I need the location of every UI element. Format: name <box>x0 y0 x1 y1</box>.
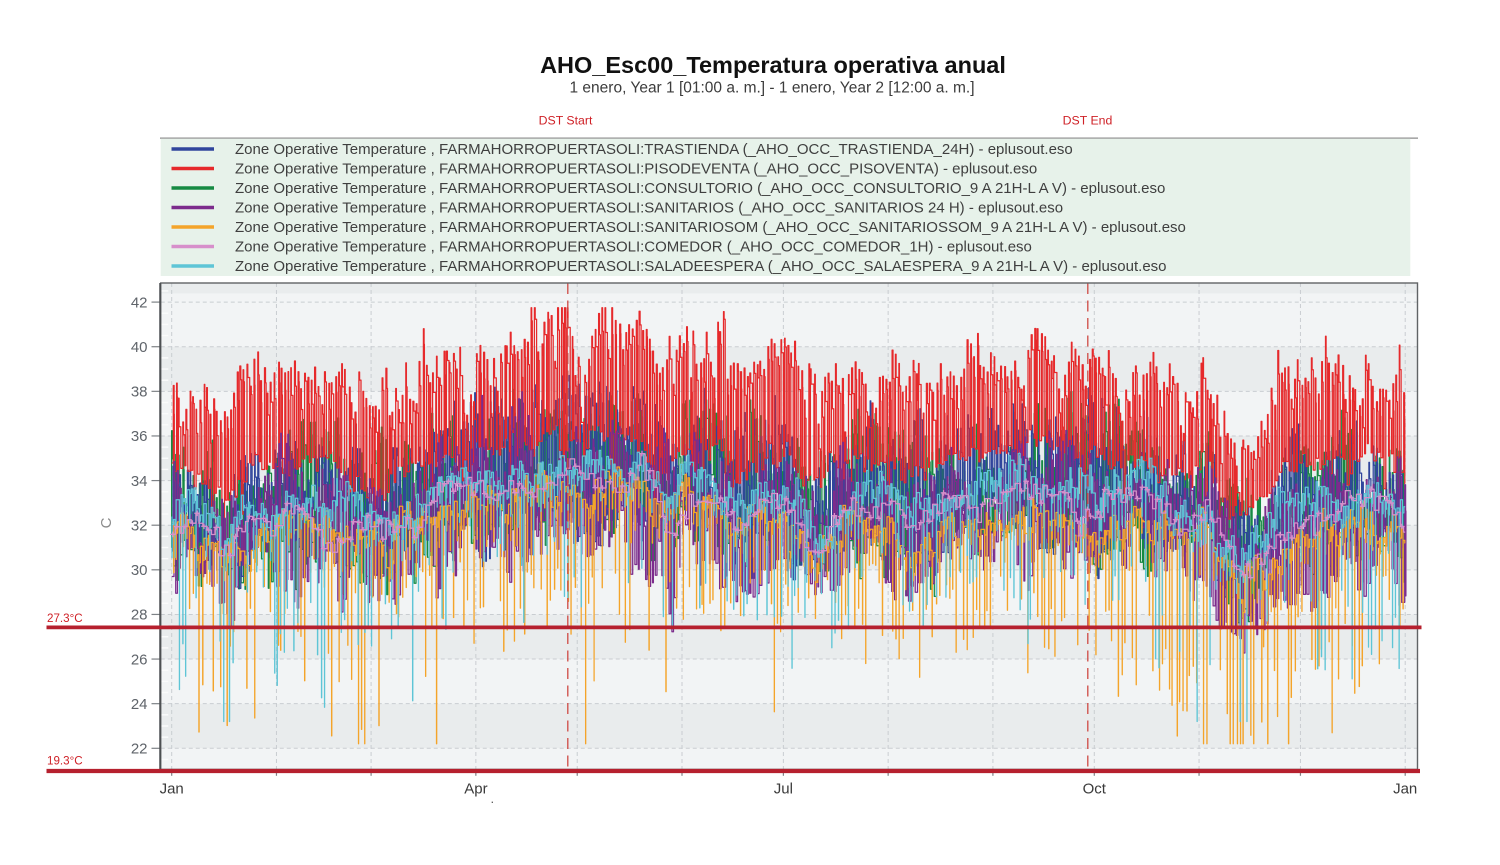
svg-text:26: 26 <box>131 651 148 668</box>
svg-text:DST End: DST End <box>1063 114 1113 128</box>
svg-text:Zone Operative Temperature , F: Zone Operative Temperature , FARMAHORROP… <box>235 161 1037 178</box>
svg-text:38: 38 <box>131 384 148 401</box>
svg-text:.: . <box>491 791 495 806</box>
svg-text:Zone Operative Temperature , F: Zone Operative Temperature , FARMAHORROP… <box>235 141 1073 158</box>
svg-text:DST Start: DST Start <box>539 114 593 128</box>
svg-text:36: 36 <box>131 428 148 445</box>
svg-text:C: C <box>98 517 115 528</box>
svg-text:30: 30 <box>131 562 148 579</box>
svg-text:Jan: Jan <box>160 781 184 798</box>
svg-text:Apr: Apr <box>464 781 487 798</box>
svg-text:Jan: Jan <box>1393 781 1417 798</box>
svg-text:Zone Operative Temperature , F: Zone Operative Temperature , FARMAHORROP… <box>235 239 1032 256</box>
svg-text:19.3°C: 19.3°C <box>47 755 83 768</box>
svg-text:28: 28 <box>131 607 148 624</box>
svg-text:Jul: Jul <box>774 781 793 798</box>
svg-text:Oct: Oct <box>1083 781 1107 798</box>
svg-text:32: 32 <box>131 517 148 534</box>
svg-text:42: 42 <box>131 294 148 311</box>
svg-text:34: 34 <box>131 473 148 490</box>
svg-text:22: 22 <box>131 741 148 758</box>
svg-text:Zone Operative Temperature , F: Zone Operative Temperature , FARMAHORROP… <box>235 219 1186 236</box>
svg-text:Zone Operative Temperature , F: Zone Operative Temperature , FARMAHORROP… <box>235 180 1165 197</box>
svg-text:24: 24 <box>131 696 148 713</box>
svg-text:40: 40 <box>131 339 148 356</box>
svg-text:27.3°C: 27.3°C <box>47 612 83 625</box>
svg-text:AHO_Esc00_Temperatura operativ: AHO_Esc00_Temperatura operativa anual <box>540 52 1006 78</box>
svg-text:1 enero, Year 1 [01:00 a. m.]: 1 enero, Year 1 [01:00 a. m.] - 1 enero,… <box>570 80 975 97</box>
svg-text:Zone Operative Temperature , F: Zone Operative Temperature , FARMAHORROP… <box>235 258 1167 275</box>
svg-text:Zone Operative Temperature , F: Zone Operative Temperature , FARMAHORROP… <box>235 200 1063 217</box>
